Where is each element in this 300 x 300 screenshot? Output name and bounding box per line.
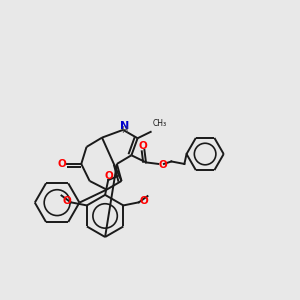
Text: O: O (158, 160, 167, 170)
Text: H: H (122, 126, 128, 135)
Text: O: O (104, 171, 113, 181)
Text: O: O (62, 196, 71, 206)
Text: O: O (139, 141, 147, 151)
Text: O: O (140, 196, 148, 206)
Text: O: O (57, 159, 66, 169)
Text: N: N (120, 121, 129, 131)
Text: CH₃: CH₃ (152, 119, 167, 128)
